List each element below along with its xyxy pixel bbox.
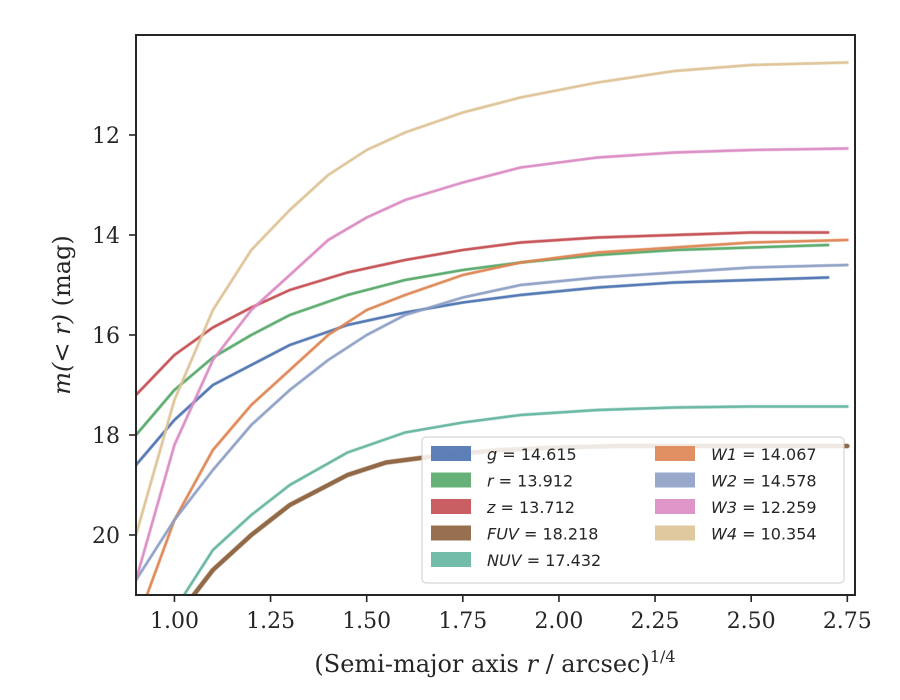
series-line-nuv <box>182 405 849 595</box>
legend-label-z: z = 13.712 <box>486 498 575 517</box>
legend-label-g: g = 14.615 <box>487 445 577 464</box>
series-layer <box>136 60 850 595</box>
series-line-w1 <box>145 238 849 595</box>
x-tick-label: 2.25 <box>631 609 680 634</box>
legend-swatch-w3 <box>655 499 695 514</box>
y-axis-label: m(< r) (mag) <box>48 235 76 395</box>
series-line-r <box>136 243 830 437</box>
y-tick-label: 12 <box>92 124 120 149</box>
x-tick-label: 1.25 <box>246 609 295 634</box>
plot-frame <box>135 34 856 596</box>
series-line-w2 <box>136 263 849 582</box>
legend-swatch-w4 <box>655 525 695 541</box>
legend-box <box>421 436 845 584</box>
legend-swatch-w1 <box>655 446 695 461</box>
x-axis-label: (Semi-major axis r / arcsec)1/4 <box>314 647 675 678</box>
y-tick-label: 14 <box>92 224 120 249</box>
x-tick-label: 2.00 <box>534 609 583 634</box>
legend: g = 14.615 r = 13.912 z = 13.712 FUV = 18.2… <box>421 436 845 584</box>
legend-label-nuv: NUV = 17.432 <box>487 551 601 570</box>
legend-swatch-g <box>431 446 471 461</box>
legend-swatch-r <box>431 472 471 488</box>
legend-label-w4: W4 = 10.354 <box>711 525 817 544</box>
y-tick-label: 20 <box>92 524 120 549</box>
series-line-w3 <box>136 147 849 582</box>
y-tick-label: 18 <box>92 424 120 449</box>
x-tick-label: 1.00 <box>150 609 199 634</box>
y-tick-label: 16 <box>92 324 120 349</box>
legend-swatch-nuv <box>431 552 471 567</box>
legend-label-w2: W2 = 14.578 <box>711 472 817 491</box>
series-line-g <box>136 276 830 467</box>
x-tick-label: 1.75 <box>438 609 487 634</box>
series-line-z <box>136 231 830 397</box>
x-tick-label: 2.75 <box>823 609 872 634</box>
legend-swatch-fuv <box>431 525 471 541</box>
legend-label-w1: W1 = 14.067 <box>711 445 817 464</box>
series-line-w4 <box>136 61 849 537</box>
legend-swatch-z <box>431 499 471 514</box>
legend-label-fuv: FUV = 18.218 <box>487 525 598 544</box>
legend-swatch-w2 <box>655 472 695 488</box>
x-axis-ticks: 1.00 1.25 1.50 1.75 2.00 2.25 2.50 2.75 <box>150 595 872 634</box>
y-axis-ticks: 12 14 16 18 20 <box>92 124 136 549</box>
legend-label-w3: W3 = 12.259 <box>711 498 817 517</box>
x-tick-label: 2.50 <box>727 609 776 634</box>
x-tick-label: 1.50 <box>342 609 391 634</box>
legend-label-r: r = 13.912 <box>487 472 573 491</box>
